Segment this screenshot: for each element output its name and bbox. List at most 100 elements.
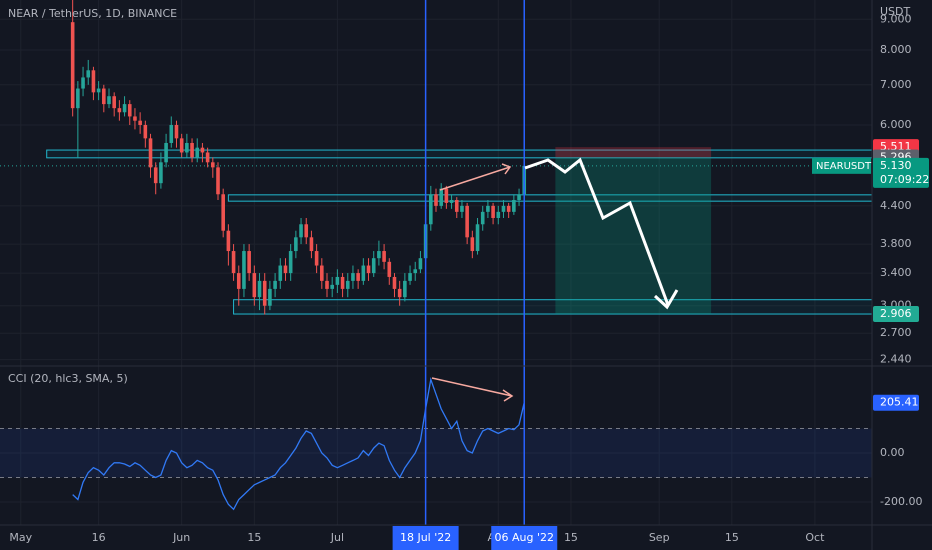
price-label-bg xyxy=(873,306,919,323)
countdown: 07:09:22 xyxy=(880,173,929,186)
candle-body xyxy=(377,251,381,259)
candle-body xyxy=(475,224,480,252)
forecast-path xyxy=(524,157,670,306)
candle-body xyxy=(236,273,241,289)
candle-body xyxy=(309,237,314,252)
candle-body xyxy=(294,237,298,252)
candle-body xyxy=(392,276,397,289)
x-tick-label: Jul xyxy=(330,531,344,544)
candle-body xyxy=(153,167,158,184)
candle-body xyxy=(449,200,454,203)
divergence-arrowhead xyxy=(501,163,512,175)
divergence-arrowhead xyxy=(502,389,514,402)
candle-body xyxy=(351,273,355,281)
date-label: 06 Aug '22 xyxy=(494,531,554,544)
candle-body xyxy=(403,280,407,298)
x-tick-label: 16 xyxy=(92,531,106,544)
candle-body xyxy=(486,205,490,212)
candle-body xyxy=(397,288,402,298)
candle-body xyxy=(133,116,137,121)
candle-body xyxy=(179,138,184,153)
zone xyxy=(227,194,873,202)
x-tick-label: 15 xyxy=(564,531,578,544)
candle-body xyxy=(96,88,101,93)
y-tick-label: 3.400 xyxy=(880,266,912,279)
candle-body xyxy=(252,273,257,298)
candle-body xyxy=(91,70,96,93)
candle-body xyxy=(268,288,272,306)
candle-body xyxy=(86,70,91,78)
x-tick-label: 15 xyxy=(247,531,261,544)
candle-body xyxy=(439,188,443,206)
candle-body xyxy=(216,167,220,195)
x-tick-label: Sep xyxy=(649,531,670,544)
candle-body xyxy=(169,124,174,143)
candle-body xyxy=(231,251,236,274)
candle-body xyxy=(211,162,215,168)
candle-body xyxy=(205,152,210,163)
candle-body xyxy=(122,104,127,113)
candle-body xyxy=(356,273,360,281)
date-label: 18 Jul '22 xyxy=(400,531,451,544)
candle-body xyxy=(465,205,469,238)
candle-body xyxy=(361,265,366,281)
candle-body xyxy=(434,194,438,206)
candle-body xyxy=(81,77,85,89)
candle-body xyxy=(185,142,189,153)
candle-body xyxy=(418,258,423,270)
date-label-bg xyxy=(392,526,459,550)
candle-body xyxy=(454,200,459,212)
x-tick-label: Oct xyxy=(805,531,825,544)
candle-body xyxy=(480,211,485,225)
symbol-label: NEARUSDT xyxy=(816,161,872,172)
divergence-arrow xyxy=(431,377,513,397)
candle-body xyxy=(517,194,521,201)
y-tick-label: 9.000 xyxy=(880,12,912,25)
y-tick-label: 2.700 xyxy=(880,326,912,339)
candle-body xyxy=(371,258,376,274)
cci-value-bg xyxy=(873,394,919,411)
symbol-label-bg xyxy=(812,157,871,174)
position-target xyxy=(555,157,712,315)
candle-body xyxy=(340,276,345,289)
x-tick-label: May xyxy=(9,531,32,544)
zone xyxy=(233,299,873,315)
candle-body xyxy=(512,200,516,212)
candle-body xyxy=(117,108,122,113)
candle-body xyxy=(413,269,418,274)
candle-body xyxy=(325,280,329,289)
axis-unit: USDT xyxy=(880,5,911,18)
drawing-layer xyxy=(0,147,873,478)
candle-body xyxy=(190,142,194,158)
x-tick-label: Jun xyxy=(172,531,190,544)
candle-body xyxy=(112,96,116,109)
candle-body xyxy=(226,230,231,252)
candle-body xyxy=(496,211,501,218)
candle-body xyxy=(174,124,179,139)
candle-body xyxy=(247,251,251,274)
candle-body xyxy=(195,147,200,158)
candle-body xyxy=(278,265,283,281)
cci-line xyxy=(72,376,525,511)
candle-body xyxy=(102,88,106,105)
chart-title: NEAR / TetherUS, 1D, BINANCE xyxy=(8,7,177,20)
candle-body xyxy=(288,251,293,274)
candle-body xyxy=(70,22,75,109)
y-tick-label: 2.440 xyxy=(880,353,912,366)
candle-body xyxy=(387,261,392,277)
candle-body xyxy=(262,280,267,306)
candle-body xyxy=(501,205,506,212)
grid-layer xyxy=(0,0,872,525)
candle-body xyxy=(345,280,350,289)
x-tick-label: 15 xyxy=(725,531,739,544)
candle-body xyxy=(107,96,111,105)
candle-body xyxy=(506,205,511,212)
candle-body xyxy=(382,251,386,262)
candle-body xyxy=(314,251,319,266)
candle-body xyxy=(335,276,340,285)
candle-body xyxy=(221,194,225,231)
candle-body xyxy=(444,188,449,203)
y-tick-label: -200.00 xyxy=(880,495,922,508)
cci-band xyxy=(0,428,872,478)
